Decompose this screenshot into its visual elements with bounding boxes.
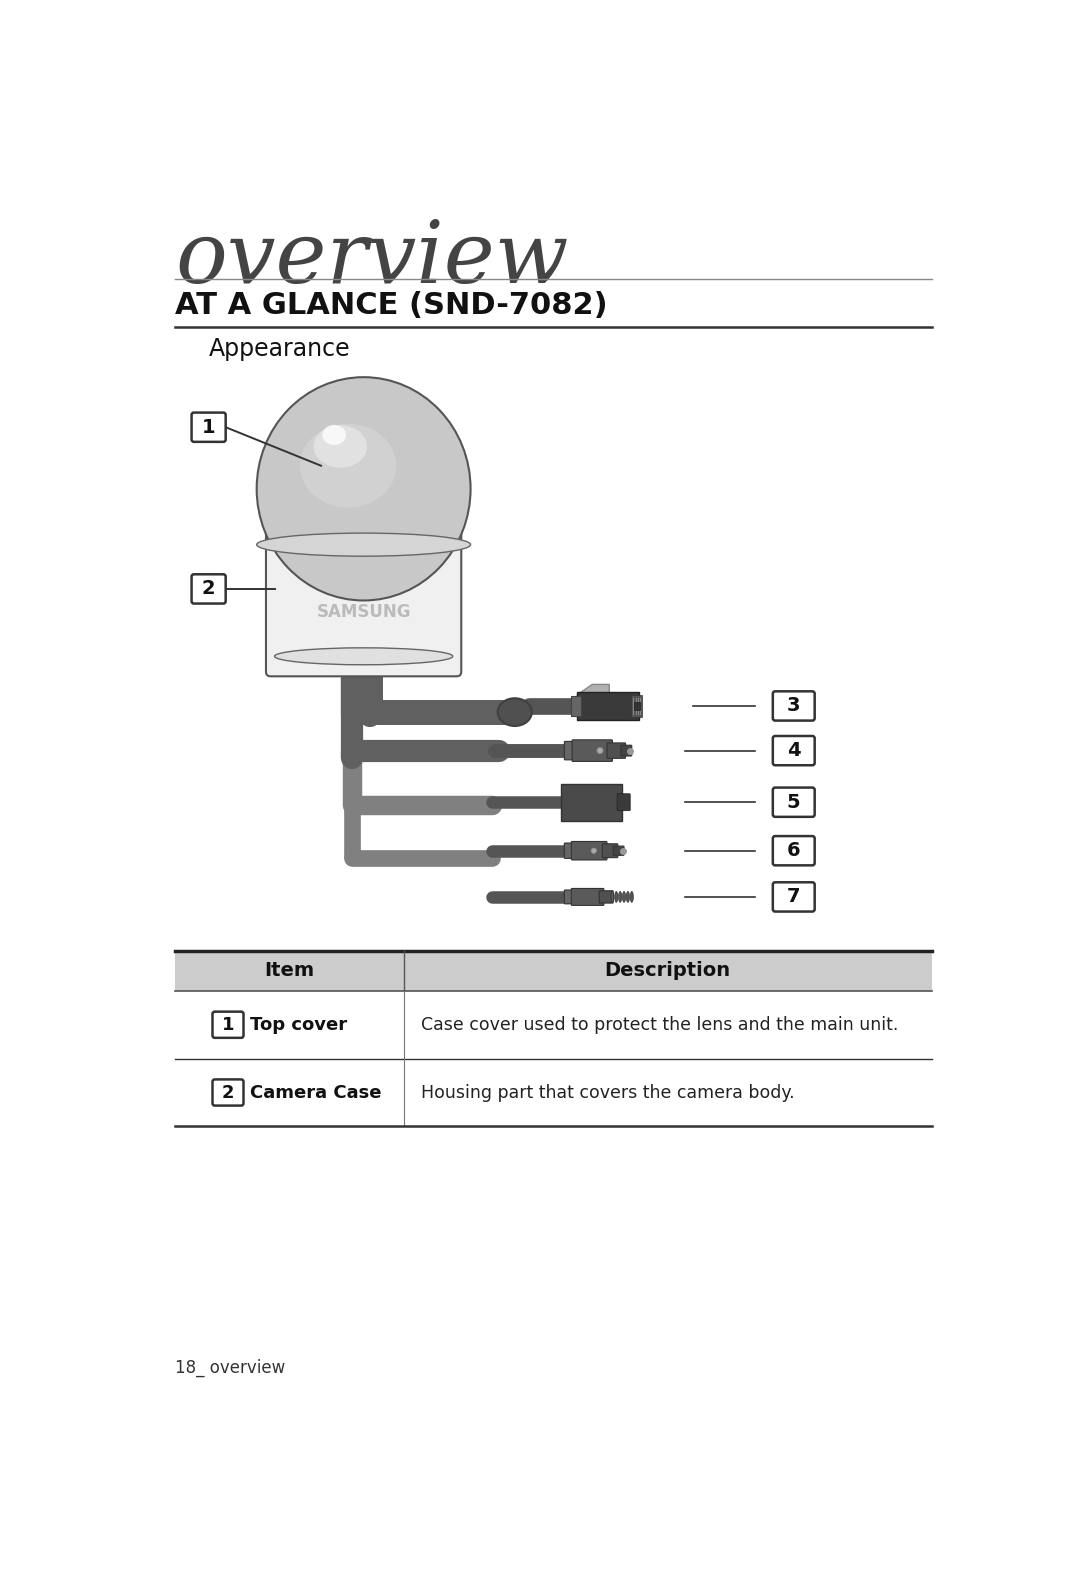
- Text: 1: 1: [221, 1016, 234, 1034]
- FancyBboxPatch shape: [607, 743, 625, 759]
- Text: Appearance: Appearance: [208, 338, 350, 361]
- Text: 18_ overview: 18_ overview: [175, 1359, 285, 1378]
- Text: Top cover: Top cover: [249, 1016, 347, 1034]
- FancyBboxPatch shape: [621, 745, 632, 756]
- Ellipse shape: [631, 891, 633, 902]
- Text: 3: 3: [787, 696, 800, 715]
- Bar: [634, 702, 640, 710]
- FancyBboxPatch shape: [773, 883, 814, 911]
- FancyBboxPatch shape: [571, 842, 607, 859]
- Ellipse shape: [274, 534, 453, 556]
- Polygon shape: [577, 685, 609, 696]
- Ellipse shape: [323, 424, 346, 445]
- Text: 1: 1: [202, 418, 215, 437]
- FancyBboxPatch shape: [191, 413, 226, 441]
- Bar: [175, 950, 932, 991]
- Bar: [562, 784, 622, 820]
- FancyBboxPatch shape: [773, 787, 814, 817]
- Text: Case cover used to protect the lens and the main unit.: Case cover used to protect the lens and …: [421, 1016, 899, 1034]
- FancyBboxPatch shape: [571, 889, 604, 905]
- Text: Description: Description: [605, 961, 731, 980]
- FancyBboxPatch shape: [213, 1079, 243, 1106]
- Ellipse shape: [615, 891, 618, 902]
- Ellipse shape: [619, 891, 622, 902]
- Bar: [570, 696, 581, 716]
- FancyBboxPatch shape: [191, 575, 226, 603]
- FancyBboxPatch shape: [773, 735, 814, 765]
- FancyBboxPatch shape: [572, 740, 612, 762]
- FancyBboxPatch shape: [565, 844, 576, 858]
- Text: Item: Item: [265, 961, 314, 980]
- Ellipse shape: [626, 891, 630, 902]
- FancyBboxPatch shape: [213, 1012, 243, 1038]
- FancyBboxPatch shape: [266, 517, 461, 676]
- Ellipse shape: [498, 698, 531, 726]
- Text: Housing part that covers the camera body.: Housing part that covers the camera body…: [421, 1084, 795, 1101]
- Bar: [175, 1059, 932, 1126]
- Text: 2: 2: [202, 580, 215, 599]
- FancyBboxPatch shape: [565, 742, 577, 760]
- Text: 6: 6: [787, 840, 800, 861]
- FancyBboxPatch shape: [565, 891, 576, 903]
- FancyBboxPatch shape: [599, 891, 613, 903]
- Ellipse shape: [597, 748, 603, 754]
- FancyBboxPatch shape: [773, 691, 814, 721]
- Ellipse shape: [300, 424, 396, 507]
- Text: SAMSUNG: SAMSUNG: [316, 603, 410, 621]
- FancyBboxPatch shape: [603, 844, 618, 858]
- Ellipse shape: [274, 647, 453, 665]
- FancyBboxPatch shape: [613, 847, 624, 855]
- Ellipse shape: [257, 377, 471, 600]
- Text: 7: 7: [787, 888, 800, 906]
- Text: AT A GLANCE (SND-7082): AT A GLANCE (SND-7082): [175, 291, 608, 320]
- Bar: [577, 693, 638, 720]
- Bar: [631, 696, 642, 716]
- Text: 5: 5: [787, 793, 800, 812]
- Text: overview: overview: [175, 218, 569, 300]
- Text: 2: 2: [221, 1084, 234, 1101]
- Text: 4: 4: [787, 742, 800, 760]
- Ellipse shape: [313, 426, 367, 468]
- Ellipse shape: [257, 533, 471, 556]
- Text: Camera Case: Camera Case: [249, 1084, 381, 1101]
- Ellipse shape: [591, 848, 596, 853]
- Bar: [175, 991, 932, 1059]
- Ellipse shape: [622, 891, 625, 902]
- FancyBboxPatch shape: [773, 836, 814, 866]
- Ellipse shape: [611, 891, 613, 902]
- FancyBboxPatch shape: [617, 793, 631, 811]
